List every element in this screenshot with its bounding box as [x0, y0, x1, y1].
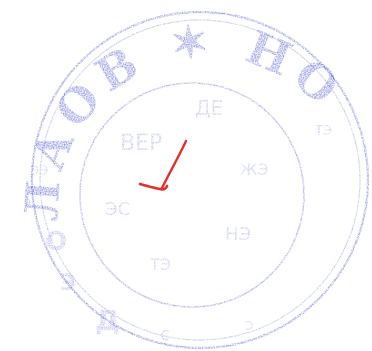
svg-text:ЛАОВ ✶ НОТ: ЛАОВ ✶ НОТ: [0, 0, 347, 223]
svg-text:О: О: [45, 227, 67, 257]
svg-text:ЖЭ: ЖЭ: [240, 160, 268, 179]
svg-text:НЭ: НЭ: [225, 224, 251, 245]
svg-text:ДЕ: ДЕ: [195, 96, 223, 120]
stamp-outer-ring: [30, 10, 370, 350]
svg-text:ЭС: ЭС: [105, 199, 130, 220]
svg-text:с: с: [160, 324, 170, 345]
svg-text:ɔ: ɔ: [245, 315, 254, 334]
signature-mark: [138, 139, 188, 191]
svg-text:ТЭ: ТЭ: [149, 255, 171, 274]
stamp-outer-lettering: ЛАОВ ✶ НОТ: [0, 0, 347, 223]
svg-text:Э: Э: [60, 271, 76, 296]
stamp-inner-marks: ВЕР ДЕ ЭС НЭ ТЭ ЖЭ ЭЭ о ТЭ О Э Д с ɔ: [24, 96, 332, 345]
stamp-inner-ring: [79, 82, 305, 308]
svg-text:Д: Д: [95, 304, 120, 337]
svg-text:ТЭ: ТЭ: [314, 124, 332, 139]
svg-text:ЭЭ: ЭЭ: [30, 164, 48, 179]
svg-text:ВЕР: ВЕР: [120, 131, 162, 156]
svg-text:о: о: [24, 195, 31, 208]
